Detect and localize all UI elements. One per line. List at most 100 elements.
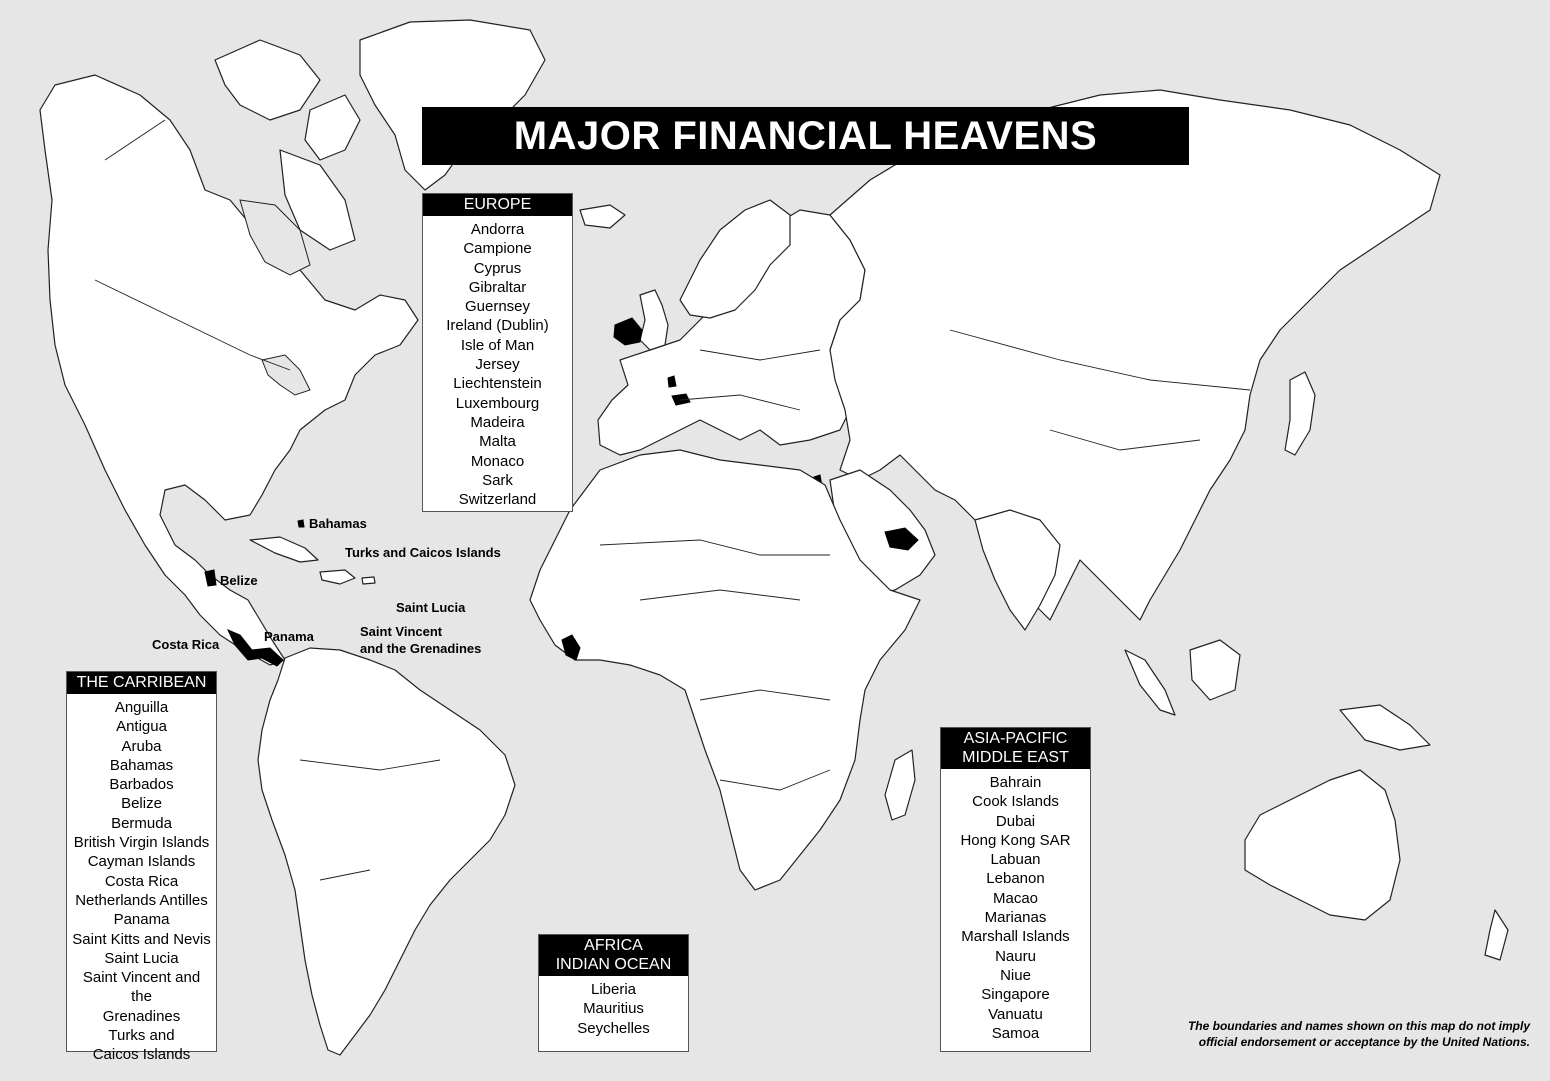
border-africa-1	[599, 539, 830, 556]
list-item: Singapore	[981, 986, 1050, 1004]
asia-landmass	[829, 89, 1441, 621]
africa-panel: AFRICA INDIAN OCEAN Liberia Mauritius Seyc…	[538, 934, 689, 1052]
arctic-island-2	[304, 94, 361, 161]
list-item: Liechtenstein	[453, 375, 542, 393]
label-belize: Belize	[220, 573, 258, 588]
un-disclaimer: The boundaries and names shown on this m…	[1100, 1018, 1530, 1050]
list-item: Aruba	[121, 737, 162, 755]
list-item: Samoa	[991, 1024, 1040, 1042]
list-item: Cook Islands	[972, 793, 1059, 811]
europe-panel: EUROPE Andorra Campione Cyprus Gibraltar Gue…	[422, 193, 573, 512]
list-item: Marshall Islands	[961, 928, 1070, 946]
list-item: Bermuda	[111, 814, 172, 832]
border-asia-2	[1049, 429, 1201, 451]
disclaimer-line2: official endorsement or acceptance by th…	[1198, 1035, 1530, 1049]
asia-heading-line1: ASIA-PACIFIC	[963, 730, 1068, 747]
label-turks-caicos: Turks and Caicos Islands	[345, 545, 501, 560]
map-title: MAJOR FINANCIAL HEAVENS	[422, 107, 1189, 165]
africa-heading-line1: AFRICA	[584, 937, 643, 954]
uae-haven	[884, 527, 919, 551]
list-item: Caicos Islands	[92, 1046, 191, 1064]
list-item: Jersey	[475, 356, 520, 374]
south-america-landmass	[257, 647, 516, 1056]
border-europe-1	[699, 349, 821, 361]
caribbean-panel: THE CARRIBEAN Anguilla Antigua Aruba Bahama…	[66, 671, 217, 1063]
japan	[1284, 371, 1316, 456]
puerto-rico	[361, 576, 376, 585]
list-item: Mauritius	[583, 1000, 644, 1018]
list-item: Saint Kitts and Nevis	[72, 930, 211, 948]
list-item: Andorra	[470, 221, 525, 238]
caribbean-heading: THE CARRIBEAN	[67, 672, 216, 694]
list-item: Isle of Man	[460, 336, 535, 354]
label-saint-lucia: Saint Lucia	[396, 600, 466, 615]
list-item: Bahrain	[989, 774, 1042, 791]
list-item: Marianas	[984, 909, 1047, 927]
border-africa-2	[639, 589, 801, 601]
north-america-landmass	[39, 74, 419, 666]
list-item: Labuan	[990, 851, 1041, 869]
hispaniola	[319, 569, 356, 585]
indian-subcontinent	[974, 509, 1061, 631]
list-item: Barbados	[109, 776, 174, 794]
great-britain	[639, 289, 669, 351]
list-item: Anguilla	[114, 699, 169, 716]
africa-landmass	[529, 449, 921, 891]
border-sa-1	[299, 759, 441, 771]
asia-heading-line2: MIDDLE EAST	[962, 749, 1069, 766]
list-item: Saint Vincent and the	[82, 969, 201, 1006]
label-saint-vincent-2: and the Grenadines	[360, 641, 482, 656]
cuba	[249, 536, 319, 563]
list-item: Saint Lucia	[104, 949, 179, 967]
label-saint-vincent-1: Saint Vincent	[360, 624, 443, 639]
label-panama: Panama	[264, 629, 314, 644]
list-item: Costa Rica	[104, 872, 179, 890]
new-guinea	[1339, 704, 1431, 751]
list-item: Netherlands Antilles	[75, 891, 208, 909]
border-alaska	[104, 119, 166, 161]
label-bahamas: Bahamas	[309, 516, 367, 531]
asia-panel: ASIA-PACIFIC MIDDLE EAST Bahrain Cook Isl…	[940, 727, 1091, 1052]
list-item: Macao	[992, 889, 1039, 907]
list-item: Malta	[479, 433, 516, 451]
caribbean-list: Anguilla Antigua Aruba Bahamas Barbados Beliz…	[67, 694, 216, 1067]
baffin-island	[279, 149, 356, 251]
list-item: Liberia	[590, 981, 637, 998]
list-item: Belize	[121, 795, 162, 813]
new-zealand	[1484, 909, 1509, 961]
africa-list: Liberia Mauritius Seychelles	[539, 976, 688, 1040]
list-item: Turks and	[108, 1027, 175, 1045]
list-item: Cayman Islands	[87, 853, 196, 871]
list-item: Ireland (Dublin)	[446, 317, 549, 335]
liberia-haven	[561, 634, 581, 661]
list-item: Dubai	[995, 812, 1036, 830]
border-europe-2	[679, 394, 801, 411]
sumatra	[1124, 649, 1176, 716]
list-item: Switzerland	[458, 491, 537, 509]
arctic-islands	[214, 39, 321, 121]
list-item: Campione	[463, 240, 532, 258]
list-item: Hong Kong SAR	[960, 831, 1071, 849]
list-item: Luxembourg	[455, 394, 540, 412]
africa-heading: AFRICA INDIAN OCEAN	[539, 935, 688, 976]
list-item: Lebanon	[986, 870, 1045, 888]
border-africa-3	[699, 689, 831, 701]
list-item: Vanuatu	[988, 1005, 1043, 1023]
label-costa-rica: Costa Rica	[152, 637, 220, 652]
europe-heading: EUROPE	[423, 194, 572, 216]
list-item: Madeira	[470, 413, 525, 431]
europe-list: Andorra Campione Cyprus Gibraltar Guernsey Ir…	[423, 216, 572, 511]
list-item: Monaco	[470, 452, 525, 470]
iceland	[579, 204, 626, 229]
list-item: Panama	[113, 911, 170, 929]
belize-haven	[204, 569, 217, 587]
list-item: Gibraltar	[468, 278, 527, 296]
border-sa-2	[319, 869, 371, 881]
borneo	[1189, 639, 1241, 701]
disclaimer-line1: The boundaries and names shown on this m…	[1187, 1019, 1530, 1033]
list-item: Sark	[482, 471, 513, 489]
costa-rica-panama-haven	[227, 629, 284, 667]
list-item: Niue	[1000, 966, 1031, 984]
list-item: Grenadines	[102, 1007, 181, 1025]
